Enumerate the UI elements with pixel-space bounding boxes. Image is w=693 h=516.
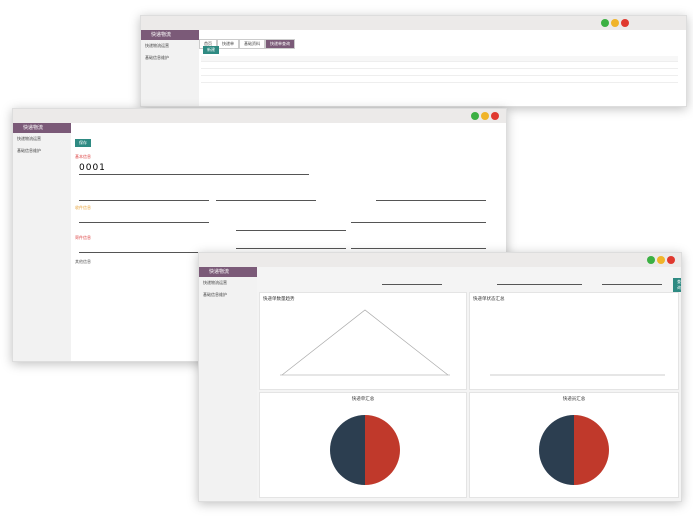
field[interactable] [351, 217, 486, 223]
sidebar: 快递物流 快递物流运营 基础信息维护 [13, 123, 71, 361]
filter[interactable] [497, 279, 582, 285]
field[interactable] [79, 169, 309, 175]
minimize[interactable] [657, 256, 665, 264]
section-title: 其他信息 [75, 259, 91, 264]
content: 查询 快递单数量趋势 快递单状态汇总 快递单汇总 快递员汇总 [257, 267, 681, 501]
form-code: 0001 [79, 163, 106, 173]
close[interactable] [667, 256, 675, 264]
line-chart-panel: 快递单数量趋势 [259, 292, 467, 390]
field[interactable] [236, 243, 346, 249]
section-title: 基本信息 [75, 154, 91, 159]
field[interactable] [79, 195, 209, 201]
pie-chart [330, 415, 400, 485]
menu-item[interactable]: 快递物流运营 [203, 280, 227, 285]
line [281, 309, 449, 376]
new-button[interactable]: 新建 [203, 46, 219, 54]
close[interactable] [491, 112, 499, 120]
field[interactable] [216, 195, 316, 201]
chart-title: 快递员汇总 [562, 397, 586, 402]
title-bar [141, 16, 686, 30]
menu-item[interactable]: 快递物流运营 [145, 43, 169, 48]
content: 保存 基本信息 0001 收件信息 寄件信息 其他信息 [71, 123, 506, 361]
chart-title: 快递单状态汇总 [473, 297, 505, 302]
field[interactable] [79, 217, 209, 223]
content: 首页 快递单 基础资料 快递单查询 新建 [199, 30, 686, 106]
window-dashboard: 快递物流 快递物流运营 基础信息维护 查询 快递单数量趋势 快递单状态汇总 快递… [198, 252, 682, 502]
window-list: 快递物流 快递物流运营 基础信息维护 首页 快递单 基础资料 快递单查询 新建 [140, 15, 687, 107]
section-title: 寄件信息 [75, 235, 91, 240]
maximize[interactable] [601, 19, 609, 27]
table-header [201, 56, 678, 62]
field[interactable] [236, 225, 346, 231]
chart-title: 快递单数量趋势 [263, 297, 295, 302]
filter[interactable] [382, 279, 442, 285]
field[interactable] [351, 243, 486, 249]
sidebar-title: 快递物流 [199, 267, 257, 277]
query-button[interactable]: 查询 [673, 278, 681, 292]
filter[interactable] [602, 279, 662, 285]
pie-chart [539, 415, 609, 485]
maximize[interactable] [647, 256, 655, 264]
save-button[interactable]: 保存 [75, 139, 91, 147]
pie-slice [365, 415, 400, 485]
pie-slice [574, 415, 609, 485]
pie-slice [330, 415, 365, 485]
section-title: 收件信息 [75, 205, 91, 210]
pie-slice [539, 415, 574, 485]
chart-title: 快递单汇总 [351, 397, 375, 402]
maximize[interactable] [471, 112, 479, 120]
tab[interactable]: 快递单查询 [265, 39, 295, 49]
minimize[interactable] [611, 19, 619, 27]
bar-chart [490, 374, 665, 376]
field[interactable] [376, 195, 486, 201]
sidebar: 快递物流 快递物流运营 基础信息维护 [199, 267, 257, 501]
menu-item[interactable]: 快递物流运营 [17, 136, 41, 141]
sidebar-title: 快递物流 [141, 30, 199, 40]
menu-item[interactable]: 基础信息维护 [203, 292, 227, 297]
table-row [201, 63, 678, 69]
table-row [201, 70, 678, 76]
menu-item[interactable]: 基础信息维护 [17, 148, 41, 153]
sidebar: 快递物流 快递物流运营 基础信息维护 [141, 30, 199, 106]
pie-chart-panel: 快递单汇总 [259, 392, 467, 498]
field[interactable] [79, 247, 209, 253]
menu-item[interactable]: 基础信息维护 [145, 55, 169, 60]
minimize[interactable] [481, 112, 489, 120]
tab[interactable]: 基础资料 [239, 39, 265, 49]
bar-chart-panel: 快递单状态汇总 [469, 292, 679, 390]
sidebar-title: 快递物流 [13, 123, 71, 133]
title-bar [199, 253, 681, 267]
pie-chart-panel: 快递员汇总 [469, 392, 679, 498]
line-chart [280, 309, 450, 376]
close[interactable] [621, 19, 629, 27]
tab[interactable]: 快递单 [217, 39, 239, 49]
table-row [201, 77, 678, 83]
title-bar [13, 109, 506, 123]
